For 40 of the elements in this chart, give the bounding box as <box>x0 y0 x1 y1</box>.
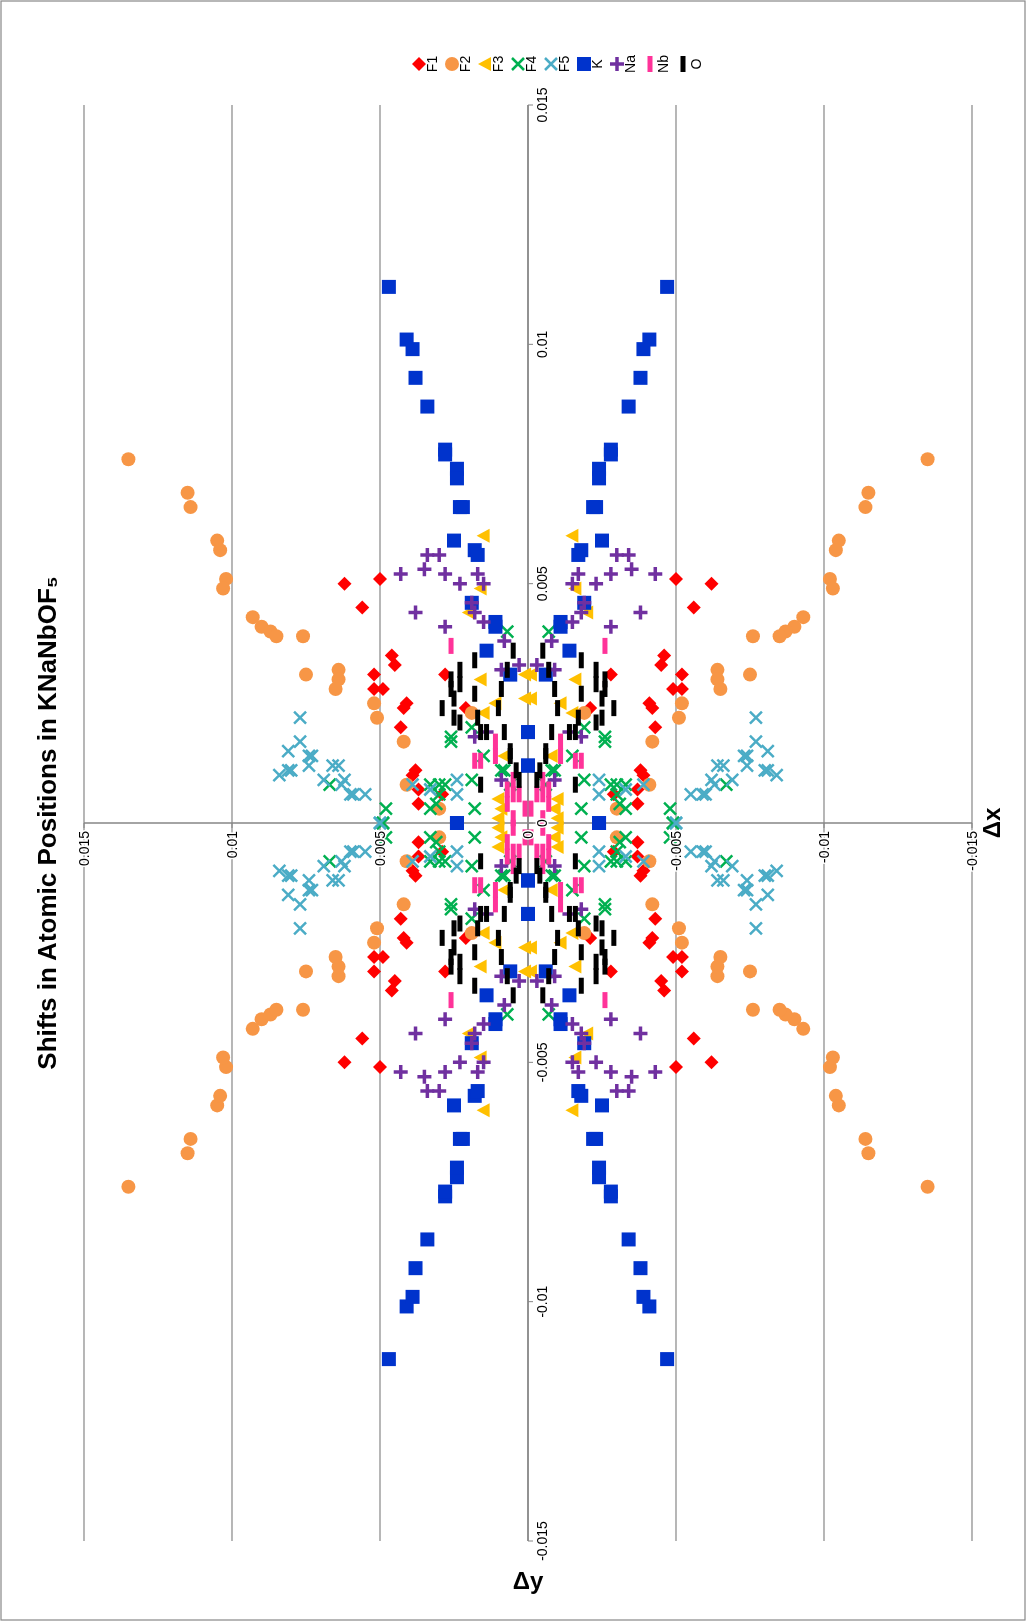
point <box>550 820 564 835</box>
y-tick-label: -0.01 <box>534 1285 550 1318</box>
x-tick-label: 0.005 <box>371 830 388 867</box>
y-tick-label: 0.01 <box>534 330 550 358</box>
legend-label: O <box>688 58 704 70</box>
legend-label: F5 <box>556 55 572 73</box>
point <box>550 839 564 854</box>
legend-label: F1 <box>424 55 440 73</box>
point <box>491 839 505 854</box>
point <box>565 1103 579 1118</box>
point <box>473 959 487 974</box>
legend-label: K <box>589 58 605 69</box>
y-tick-label: 0.015 <box>534 87 550 123</box>
x-axis-title: Δy <box>512 1567 544 1594</box>
point <box>568 672 582 687</box>
y-tick-label: -0.015 <box>534 1520 550 1561</box>
legend-label: Na <box>622 54 638 73</box>
x-tick-label: 0 <box>519 830 536 839</box>
legend-label: F2 <box>457 55 473 73</box>
point <box>568 959 582 974</box>
point <box>476 528 490 543</box>
point <box>550 792 564 807</box>
y-tick-label: 0 <box>534 818 550 827</box>
y-tick-label: 0.005 <box>534 565 550 602</box>
x-tick-label: -0.005 <box>667 830 684 871</box>
x-tick-label: 0.015 <box>75 830 92 867</box>
legend-label: F4 <box>523 55 539 73</box>
x-tick-label: -0.01 <box>815 830 832 863</box>
point <box>491 820 505 835</box>
x-tick-label: 0.01 <box>223 830 240 859</box>
point <box>473 672 487 687</box>
x-tick-label: -0.015 <box>963 830 980 871</box>
y-tick-label: -0.005 <box>534 1042 550 1083</box>
point <box>476 1103 490 1118</box>
legend-label: F3 <box>490 55 506 73</box>
point <box>565 528 579 543</box>
legend-label: Nb <box>655 54 671 73</box>
text: Shifts in Atomic Positions in KNaNbOF₅ <box>32 576 62 1070</box>
point <box>491 792 505 807</box>
y-axis-title: Δx <box>978 807 1005 839</box>
